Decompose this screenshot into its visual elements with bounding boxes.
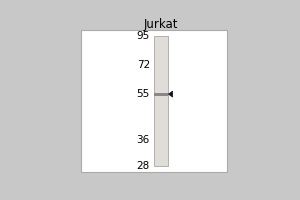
Text: 95: 95 [137,31,150,41]
Polygon shape [168,91,172,97]
Bar [154,93,168,96]
Bar [81,30,227,172]
Text: 55: 55 [137,89,150,99]
Text: 72: 72 [137,60,150,70]
Text: 36: 36 [137,135,150,145]
Text: Jurkat: Jurkat [143,18,178,31]
Bar [154,36,168,166]
Text: 28: 28 [137,161,150,171]
